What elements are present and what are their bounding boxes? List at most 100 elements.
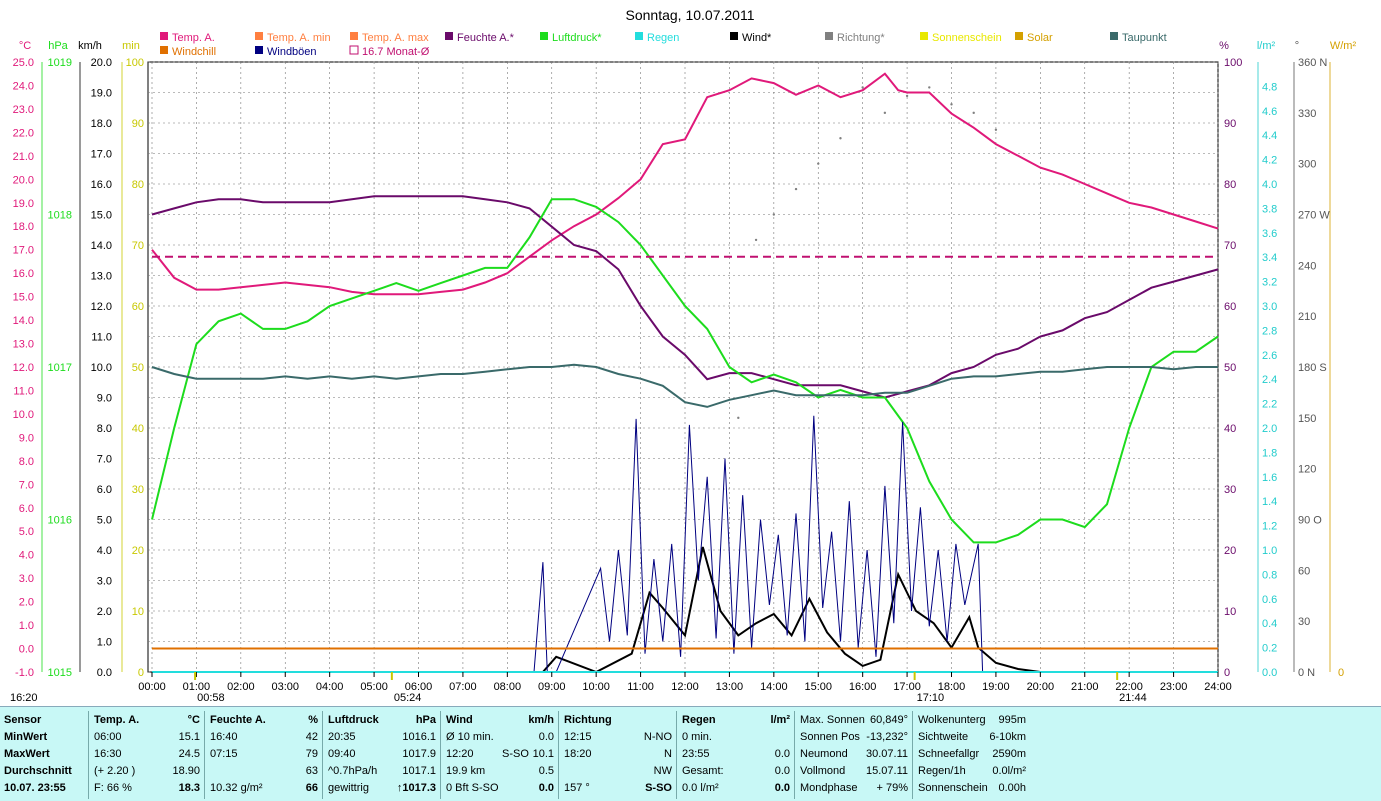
series-direction-point [905,94,909,98]
series-direction-point [861,86,864,89]
sun-axis-tick: 10 [132,606,144,618]
grid [148,61,1219,673]
wolken-label-4: Regen/1h [918,765,966,777]
wolken-label-5: Sonnenschein [918,782,988,794]
temp-axis-tick: 7.0 [19,479,34,491]
direction-axis-tick: 240 [1298,260,1316,272]
temp-axis-tick: -1.0 [15,667,34,679]
wolken-label-2: Sichtweite [918,731,969,743]
feuchte-unit: % [308,714,318,726]
axis-unit: ° [1295,40,1299,52]
rain-axis-tick: 2.2 [1262,399,1277,411]
direction-axis-tick: 300 [1298,159,1316,171]
wind-avg2-val: 0.5 [538,765,554,777]
weather-chart: Sonntag, 10.07.2011 Temp. A. Temp. A. min… [10,7,1356,704]
chart-title: Sonntag, 10.07.2011 [626,7,755,23]
sonne-val-2: -13,232° [866,731,908,743]
rain-axis-tick: 3.4 [1262,252,1277,264]
wind-axis-tick: 14.0 [91,240,112,252]
temp-axis-tick: 17.0 [13,245,34,257]
legend-swatch [1110,32,1118,40]
legend-label: Temp. A. [172,32,215,44]
wind-axis-tick: 16.0 [91,179,112,191]
x-tick-label: 06:00 [405,681,433,693]
rain-axis-tick: 0.4 [1262,618,1277,630]
rain-axis-tick: 0.8 [1262,569,1277,581]
wind-axis-tick: 7.0 [97,454,112,466]
wind-axis-tick: 9.0 [97,393,112,405]
legend-swatch [160,32,168,40]
legend-swatch [730,32,738,40]
temp-axis-tick: 21.0 [13,151,34,163]
temp-axis-tick: 11.0 [13,385,34,397]
sonne-val-1: 60,849° [869,714,908,726]
legend-swatch [255,32,263,40]
humidity-axis-tick: 100 [1224,57,1242,69]
humidity-axis-tick: 80 [1224,179,1236,191]
rain-axis-tick: 4.2 [1262,155,1277,167]
direction-axis-tick: 150 [1298,413,1316,425]
rain-axis-tick: 2.8 [1262,325,1277,337]
wind-distance: 19.9 km [446,765,486,777]
wind-avg-label: Ø 10 min. [446,731,494,743]
wolken-val-2: 6-10km [989,731,1026,743]
col-temp: Temp. A. °C 06:00 15.1 16:30 24.5 (+ 2.20 )… [90,711,205,799]
rain-axis-tick: 1.6 [1262,472,1277,484]
pressure-axis-tick: 1018 [48,210,72,222]
regen-total-label: Gesamt: [682,765,724,777]
regen-time: 23:55 [682,748,710,760]
wolken-val-4: 0.0l/m² [992,765,1026,777]
temp-axis-tick: 20.0 [13,174,34,186]
series-direction-point [772,213,776,216]
wind-max-time: 12:20 [446,748,474,760]
feuchte-cur-val: 66 [305,782,318,794]
feuchte-max-val: 79 [305,748,318,760]
temp-cur-val: 18.3 [178,782,200,794]
humidity-axis-tick: 60 [1224,301,1236,313]
regen-header: Regen [682,714,716,726]
wolken-val-3: 2590m [992,748,1026,760]
axis-unit: min [122,40,140,52]
feuchte-cur-note: 10.32 g/m² [210,782,263,794]
regen-duration: 0 min. [682,731,712,743]
rain-axis-tick: 1.4 [1262,496,1277,508]
axis-unit: °C [19,40,31,52]
direction-axis-tick: 90 O [1298,515,1322,527]
temp-axis-tick: 18.0 [13,221,34,233]
sonne-val-5: + 79% [876,782,909,794]
direction-axis-tick: 60 [1298,565,1310,577]
series-direction-point [950,103,953,106]
rain-axis-tick: 3.8 [1262,203,1277,215]
time-label: 16:20 [10,692,38,704]
temp-axis-tick: 19.0 [13,198,34,210]
wind-axis-tick: 6.0 [97,484,112,496]
x-tick-label: 04:00 [316,681,344,693]
rain-axis-tick: 4.0 [1262,179,1277,191]
direction-axis-tick: 30 [1298,616,1310,628]
rain-axis-tick: 0.6 [1262,594,1277,606]
axis-unit: l/m² [1257,40,1276,52]
x-tick-label: 19:00 [982,681,1010,693]
series-direction-point [817,162,820,165]
wind-max-dir: S-SO [502,748,529,760]
x-tick-label: 11:00 [627,681,654,693]
pressure-axis-tick: 1017 [48,362,72,374]
temp-axis-tick: 22.0 [13,127,34,139]
temp-avg-val: 18.90 [172,765,200,777]
regen-cur-note: 0.0 l/m² [682,782,719,794]
wind-axis-tick: 18.0 [91,118,112,130]
rain-axis-tick: 1.2 [1262,521,1277,533]
x-tick-label: 12:00 [671,681,699,693]
sun-axis-tick: 20 [132,545,144,557]
sun-marker-label: 21:44 [1119,692,1147,704]
markers: 00:58 05:24 17:10 21:44 [194,672,1147,704]
col-feuchte: Feuchte A.% 16:40 42 07:15 79 63 10.32 g/m… [206,711,323,799]
feuchte-max-time: 07:15 [210,748,238,760]
x-tick-label: 13:00 [716,681,744,693]
col-sensor: Sensor MinWert MaxWert Durchschnitt 10.0… [0,711,89,799]
axis-unit: % [1219,40,1229,52]
humidity-axis-tick: 30 [1224,484,1236,496]
richtung-time-1: 12:15 [564,731,592,743]
luftdruck-unit: hPa [415,714,436,726]
sonne-label-1: Max. Sonnen [800,714,865,726]
